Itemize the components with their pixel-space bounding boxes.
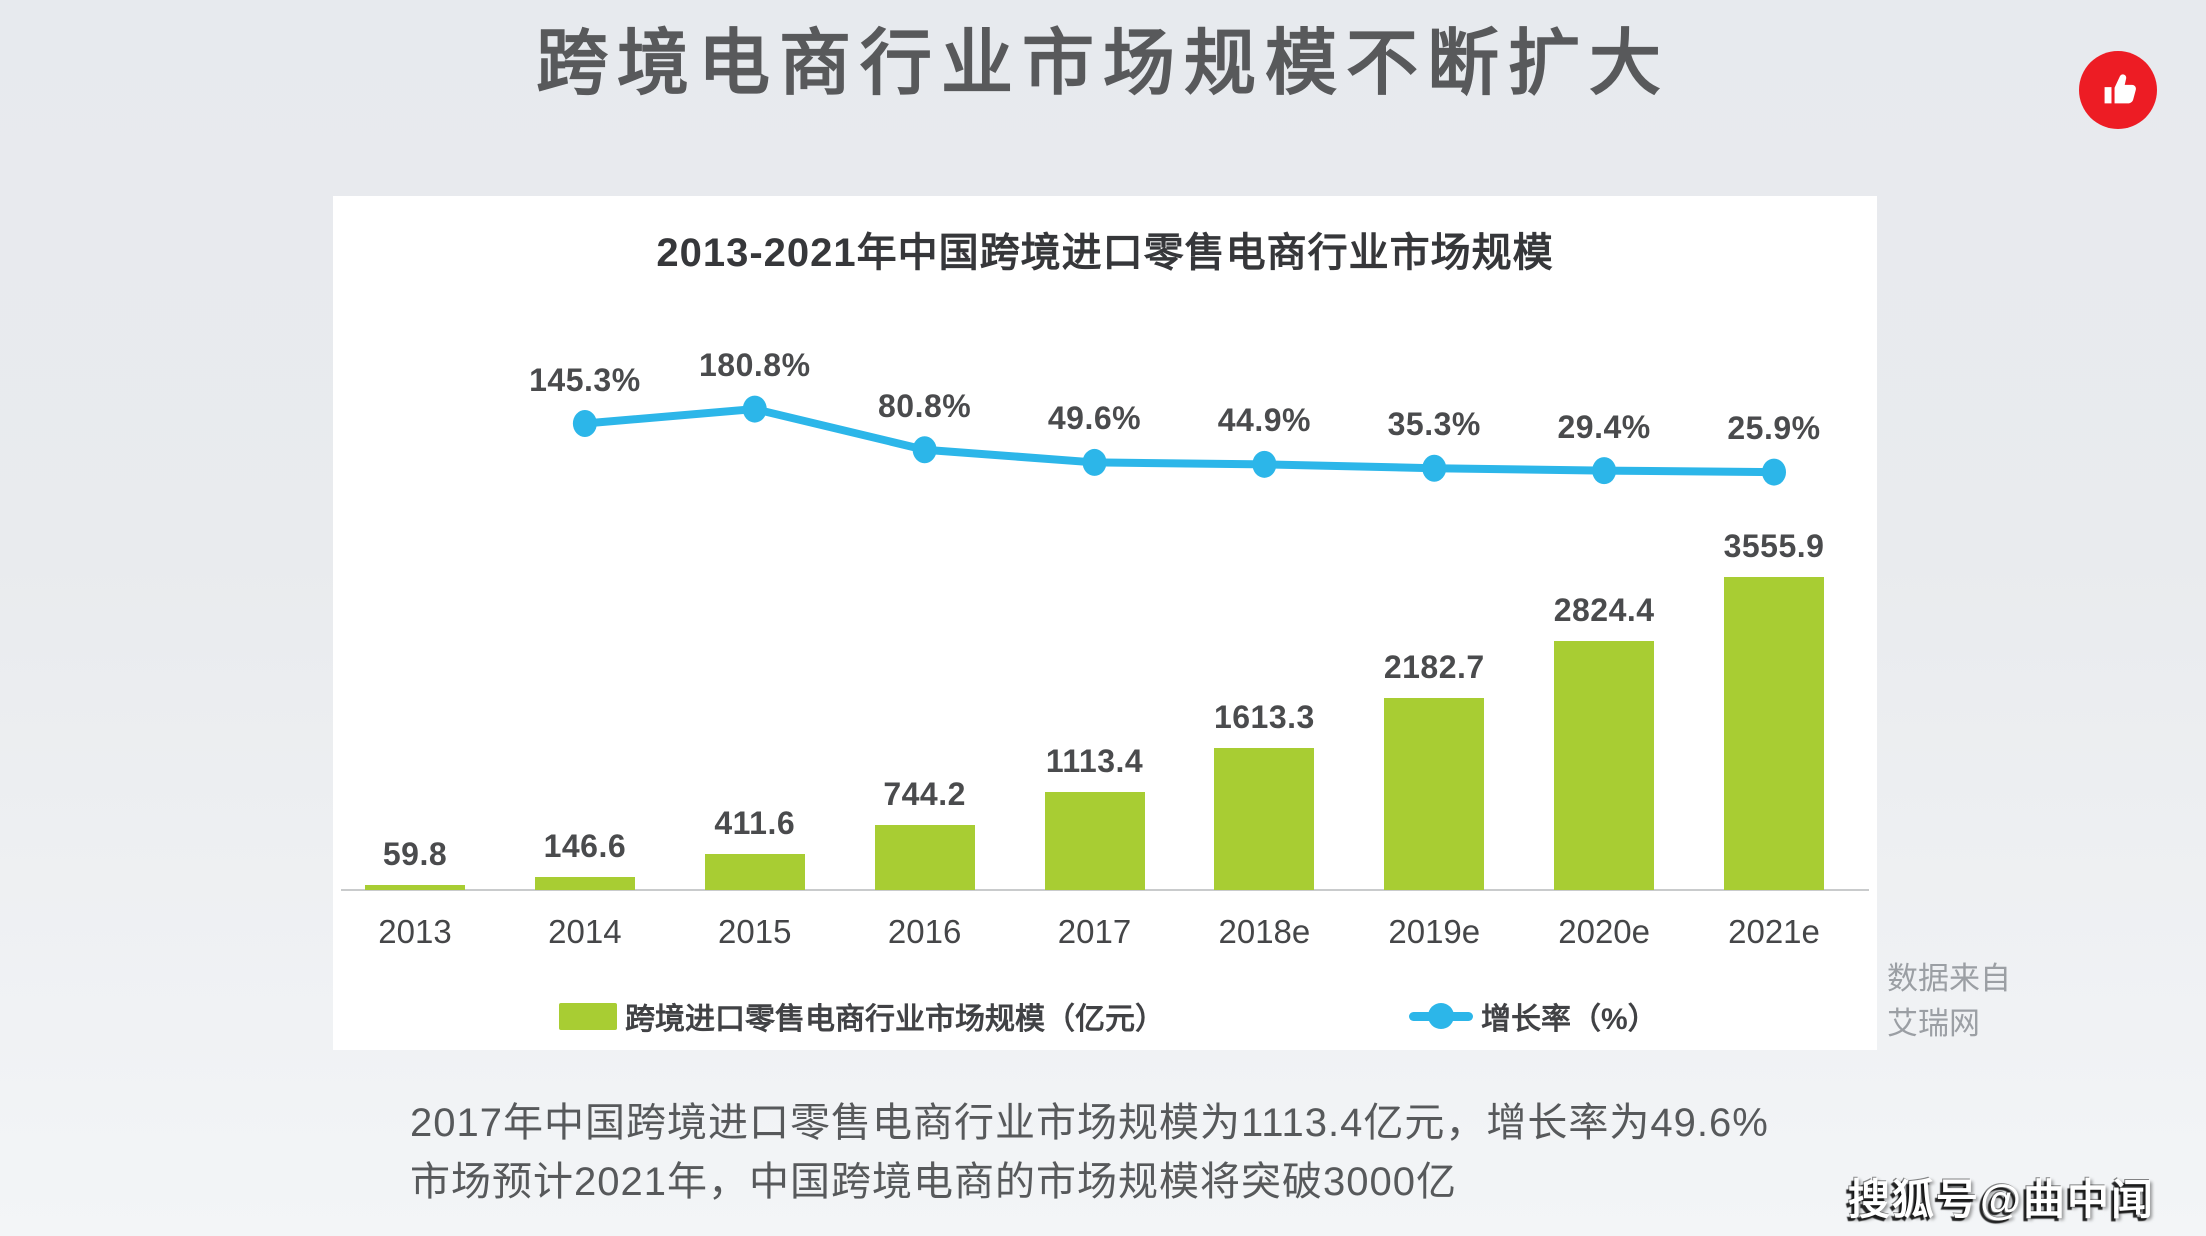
- x-axis-label-2014: 2014: [548, 913, 622, 950]
- line-legend-label: 增长率（%）: [1481, 1003, 1658, 1036]
- x-axis-label-2020e: 2020e: [1558, 913, 1650, 950]
- x-axis-label-2018e: 2018e: [1218, 913, 1311, 950]
- line-value-label-2014: 145.3%: [529, 361, 641, 398]
- bar-value-label-2014: 146.6: [543, 828, 627, 864]
- page-title: 跨境电商行业市场规模不断扩大: [535, 24, 1670, 104]
- line-point-2021e: [1762, 458, 1786, 486]
- data-source-line1: 数据来自: [1887, 961, 2011, 996]
- summary-line1: 2017年中国跨境进口零售电商行业市场规模为1113.4亿元，增长率为49.6%: [410, 1101, 1769, 1145]
- bar-2013: [365, 885, 465, 890]
- bar-value-label-2013: 59.8: [382, 836, 448, 872]
- bar-2018e: [1214, 748, 1315, 890]
- line-value-label-2021e: 25.9%: [1727, 410, 1821, 447]
- bar-2016: [874, 825, 975, 890]
- growth-rate-line: [572, 395, 1786, 486]
- line-value-label-2017: 49.6%: [1047, 400, 1142, 437]
- line-value-label-2015: 180.8%: [698, 347, 811, 384]
- line-point-2020e: [1592, 457, 1617, 485]
- line-point-2014: [572, 410, 597, 438]
- bar-value-label-2015: 411.6: [714, 805, 796, 841]
- bar-legend-swatch: [559, 1002, 617, 1030]
- data-source-note: 数据来自 艾瑞网: [1887, 956, 2011, 1046]
- bar-value-label-2016: 744.2: [883, 776, 966, 812]
- summary-text: 2017年中国跨境进口零售电商行业市场规模为1113.4亿元，增长率为49.6%…: [410, 1094, 1769, 1212]
- chart-legend: 跨境进口零售电商行业市场规模（亿元） 增长率（%）: [333, 996, 1877, 1036]
- line-point-2019e: [1422, 454, 1447, 482]
- bar-2020e: [1554, 641, 1655, 890]
- x-axis-label-2016: 2016: [887, 913, 962, 950]
- line-value-label-2019e: 35.3%: [1387, 406, 1481, 443]
- bar-2021e: [1724, 577, 1824, 890]
- x-axis-label-2017: 2017: [1057, 913, 1132, 950]
- legend-item-growth-rate: 增长率（%）: [1409, 996, 1658, 1036]
- thumbs-up-icon: [2095, 67, 2141, 113]
- chart-title: 2013-2021年中国跨境进口零售电商行业市场规模: [656, 231, 1554, 275]
- line-value-label-2018e: 44.9%: [1217, 402, 1311, 439]
- chart-panel: 2013-2021年中国跨境进口零售电商行业市场规模 59.8 2013 146.6…: [333, 196, 1877, 1050]
- line-point-2015: [742, 395, 767, 423]
- bar-value-label-2017: 1113.4: [1045, 743, 1144, 779]
- bar-2019e: [1384, 698, 1485, 890]
- summary-line2: 市场预计2021年，中国跨境电商的市场规模将突破3000亿: [410, 1160, 1457, 1204]
- line-point-2018e: [1252, 450, 1277, 478]
- bar-2014: [534, 877, 635, 890]
- bar-2015: [704, 854, 805, 890]
- legend-item-market-size: 跨境进口零售电商行业市场规模（亿元）: [559, 996, 1165, 1036]
- x-axis-label-2019e: 2019e: [1388, 913, 1481, 950]
- line-value-label-2016: 80.8%: [878, 387, 972, 424]
- like-button[interactable]: [2079, 51, 2157, 129]
- data-source-line2: 艾瑞网: [1887, 1006, 1980, 1041]
- bar-legend-label: 跨境进口零售电商行业市场规模（亿元）: [625, 1003, 1165, 1036]
- x-axis-label-2021e: 2021e: [1728, 913, 1820, 950]
- x-axis-label-2015: 2015: [718, 913, 792, 950]
- bar-value-label-2018e: 1613.3: [1213, 699, 1315, 735]
- bar-value-label-2020e: 2824.4: [1553, 592, 1655, 628]
- line-point-2016: [912, 436, 937, 464]
- chart-plot: 59.8 2013 146.6 2014 411.6 2015 744.2 2016 1113.…: [333, 196, 1877, 1050]
- bar-value-label-2021e: 3555.9: [1723, 528, 1825, 564]
- x-axis-line: [341, 889, 1869, 891]
- line-point-2017: [1082, 448, 1107, 476]
- line-legend-marker: [1409, 1003, 1473, 1029]
- bar-value-label-2019e: 2182.7: [1383, 649, 1485, 685]
- line-value-label-2020e: 29.4%: [1557, 408, 1651, 445]
- watermark: 搜狐号@曲中闻: [1848, 1176, 2155, 1223]
- bar-2017: [1044, 792, 1145, 890]
- x-axis-label-2013: 2013: [378, 913, 452, 950]
